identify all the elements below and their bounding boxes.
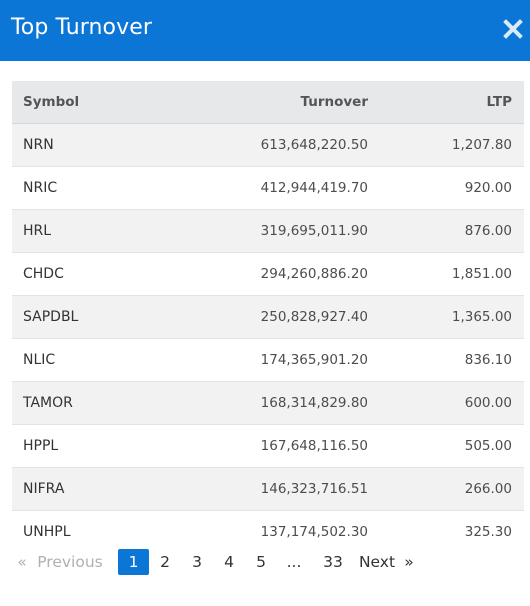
cell-turnover: 174,365,901.20 bbox=[177, 338, 369, 382]
column-header-symbol[interactable]: Symbol bbox=[12, 81, 177, 124]
page-button-4[interactable]: 4 bbox=[224, 553, 234, 571]
cell-symbol: NRIC bbox=[12, 166, 177, 210]
cell-turnover: 412,944,419.70 bbox=[177, 166, 369, 210]
cell-ltp: 1,365.00 bbox=[369, 295, 524, 339]
cell-ltp: 600.00 bbox=[369, 381, 524, 425]
cell-ltp: 505.00 bbox=[369, 424, 524, 468]
table-row[interactable]: HPPL 167,648,116.50 505.00 bbox=[12, 424, 524, 468]
previous-button: Previous bbox=[37, 553, 103, 571]
cell-symbol: SAPDBL bbox=[12, 295, 177, 339]
page-button-3[interactable]: 3 bbox=[192, 553, 202, 571]
page-button-5[interactable]: 5 bbox=[256, 553, 266, 571]
turnover-table-container: Symbol Turnover LTP NRN 613,648,220.50 1,2… bbox=[12, 81, 524, 542]
pagination-ellipsis: ... bbox=[286, 553, 302, 571]
table-row[interactable]: HRL 319,695,011.90 876.00 bbox=[12, 209, 524, 253]
next-arrow[interactable]: » bbox=[404, 553, 414, 571]
cell-symbol: NRN bbox=[12, 123, 177, 167]
cell-symbol: CHDC bbox=[12, 252, 177, 296]
turnover-table: Symbol Turnover LTP NRN 613,648,220.50 1,2… bbox=[12, 81, 524, 542]
modal-header: Top Turnover bbox=[0, 0, 530, 61]
table-row[interactable]: NRIC 412,944,419.70 920.00 bbox=[12, 166, 524, 210]
next-button[interactable]: Next bbox=[358, 553, 396, 571]
cell-symbol: HRL bbox=[12, 209, 177, 253]
cell-ltp: 836.10 bbox=[369, 338, 524, 382]
close-icon[interactable] bbox=[500, 13, 526, 45]
cell-ltp: 920.00 bbox=[369, 166, 524, 210]
column-header-ltp[interactable]: LTP bbox=[369, 81, 524, 124]
cell-turnover: 146,323,716.51 bbox=[177, 467, 369, 511]
table-row[interactable]: NLIC 174,365,901.20 836.10 bbox=[12, 338, 524, 382]
cell-turnover: 294,260,886.20 bbox=[177, 252, 369, 296]
cell-symbol: NLIC bbox=[12, 338, 177, 382]
cell-symbol: UNHPL bbox=[12, 510, 177, 542]
cell-ltp: 876.00 bbox=[369, 209, 524, 253]
page-button-33[interactable]: 33 bbox=[323, 553, 343, 571]
table-row[interactable]: NRN 613,648,220.50 1,207.80 bbox=[12, 123, 524, 167]
modal-title: Top Turnover bbox=[11, 15, 153, 40]
cell-ltp: 1,207.80 bbox=[369, 123, 524, 167]
cell-symbol: TAMOR bbox=[12, 381, 177, 425]
page-button-2[interactable]: 2 bbox=[160, 553, 170, 571]
cell-turnover: 167,648,116.50 bbox=[177, 424, 369, 468]
cell-ltp: 1,851.00 bbox=[369, 252, 524, 296]
column-header-turnover[interactable]: Turnover bbox=[177, 81, 369, 124]
table-header-row: Symbol Turnover LTP bbox=[12, 81, 524, 124]
table-row[interactable]: NIFRA 146,323,716.51 266.00 bbox=[12, 467, 524, 511]
cell-turnover: 613,648,220.50 bbox=[177, 123, 369, 167]
cell-turnover: 137,174,502.30 bbox=[177, 510, 369, 542]
cell-turnover: 168,314,829.80 bbox=[177, 381, 369, 425]
table-row[interactable]: TAMOR 168,314,829.80 600.00 bbox=[12, 381, 524, 425]
page-button-1[interactable]: 1 bbox=[118, 549, 149, 575]
table-row[interactable]: CHDC 294,260,886.20 1,851.00 bbox=[12, 252, 524, 296]
pagination: « Previous 1 2 3 4 5 ... 33 Next » bbox=[12, 548, 419, 576]
cell-symbol: NIFRA bbox=[12, 467, 177, 511]
cell-ltp: 266.00 bbox=[369, 467, 524, 511]
cell-turnover: 319,695,011.90 bbox=[177, 209, 369, 253]
cell-ltp: 325.30 bbox=[369, 510, 524, 542]
table-row[interactable]: SAPDBL 250,828,927.40 1,365.00 bbox=[12, 295, 524, 339]
table-body: NRN 613,648,220.50 1,207.80 NRIC 412,944,419… bbox=[12, 123, 524, 542]
cell-turnover: 250,828,927.40 bbox=[177, 295, 369, 339]
previous-arrow: « bbox=[17, 553, 27, 571]
cell-symbol: HPPL bbox=[12, 424, 177, 468]
table-row[interactable]: UNHPL 137,174,502.30 325.30 bbox=[12, 510, 524, 542]
